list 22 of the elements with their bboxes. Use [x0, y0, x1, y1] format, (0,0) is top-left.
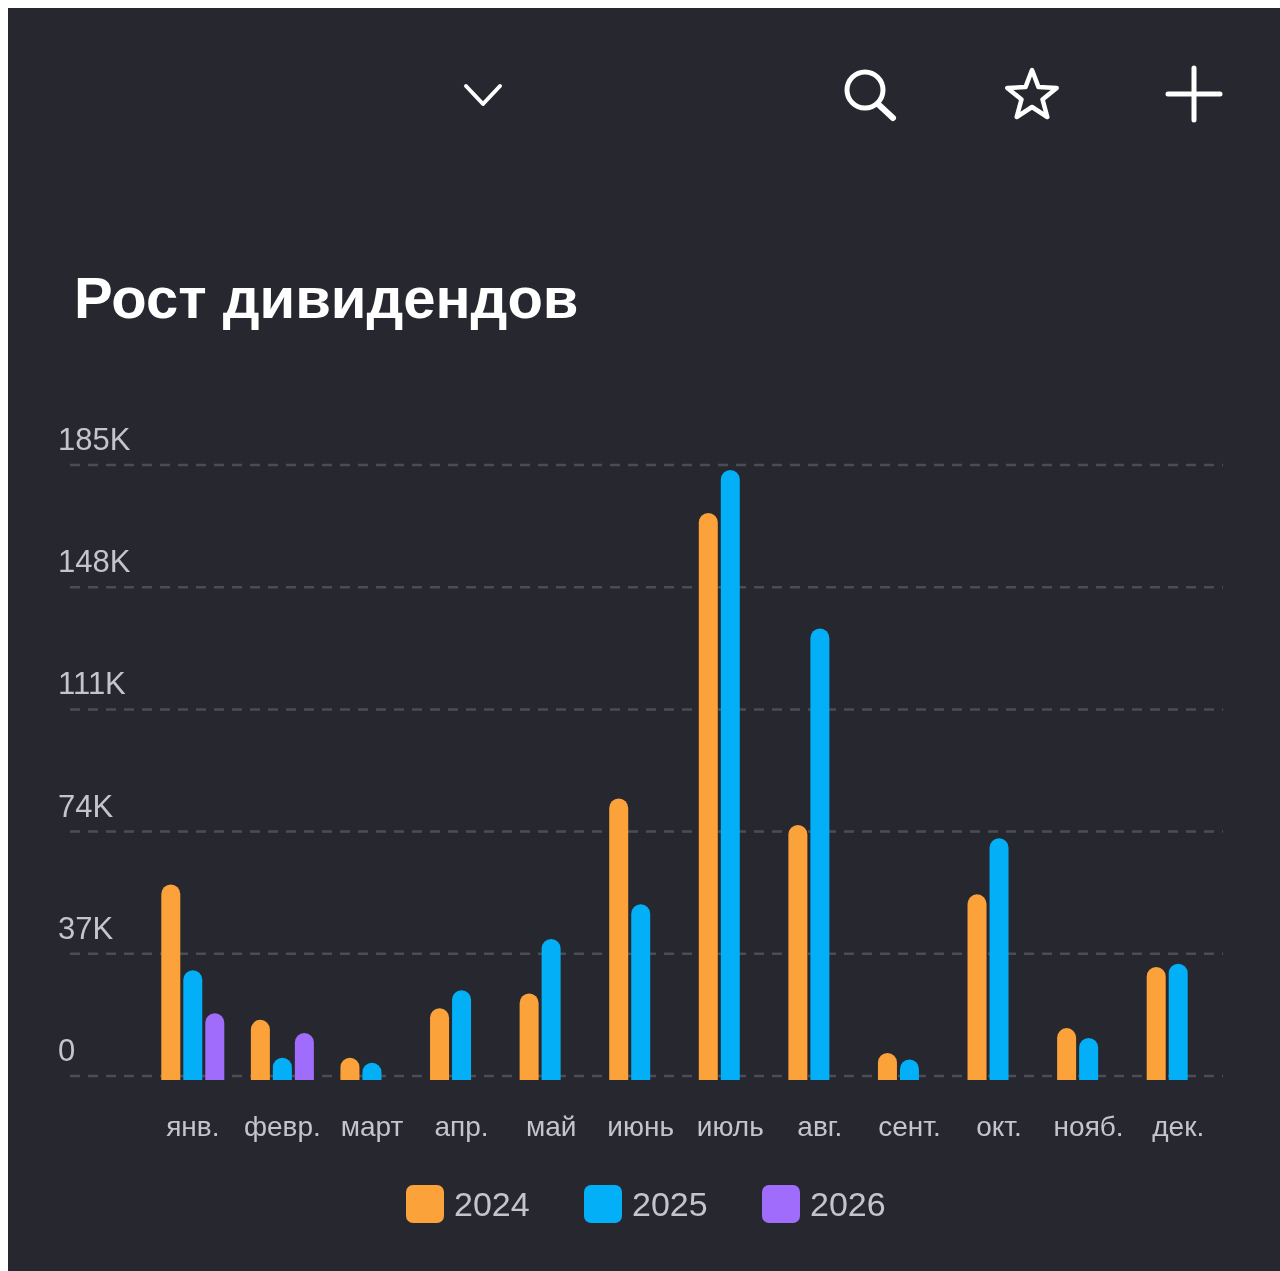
y-tick-label: 111K [58, 666, 127, 702]
x-tick-label: май [525, 1111, 577, 1142]
y-tick-label: 185K [58, 422, 131, 457]
x-tick-label: июль [696, 1111, 764, 1142]
y-tick-label: 0 [58, 1033, 76, 1068]
x-tick-label: июнь [607, 1111, 675, 1142]
x-tick-label: март [340, 1111, 404, 1142]
legend-label: 2025 [632, 1185, 708, 1223]
x-tick-label: окт. [976, 1111, 1022, 1142]
y-tick-label: 74K [58, 788, 114, 824]
x-tick-label: янв. [166, 1111, 220, 1142]
y-tick-label: 148K [58, 544, 131, 580]
chart-title: Рост дивидендов [74, 265, 579, 330]
x-tick-label: нояб. [1053, 1111, 1124, 1142]
x-tick-label: дек. [1152, 1111, 1205, 1142]
x-tick-label: февр. [243, 1111, 321, 1142]
y-tick-label: 37K [58, 910, 114, 946]
x-tick-label: авг. [797, 1111, 843, 1142]
x-tick-label: апр. [434, 1111, 489, 1142]
x-tick-label: сент. [878, 1111, 941, 1142]
legend-label: 2024 [454, 1185, 530, 1223]
legend-label: 2026 [810, 1185, 886, 1223]
